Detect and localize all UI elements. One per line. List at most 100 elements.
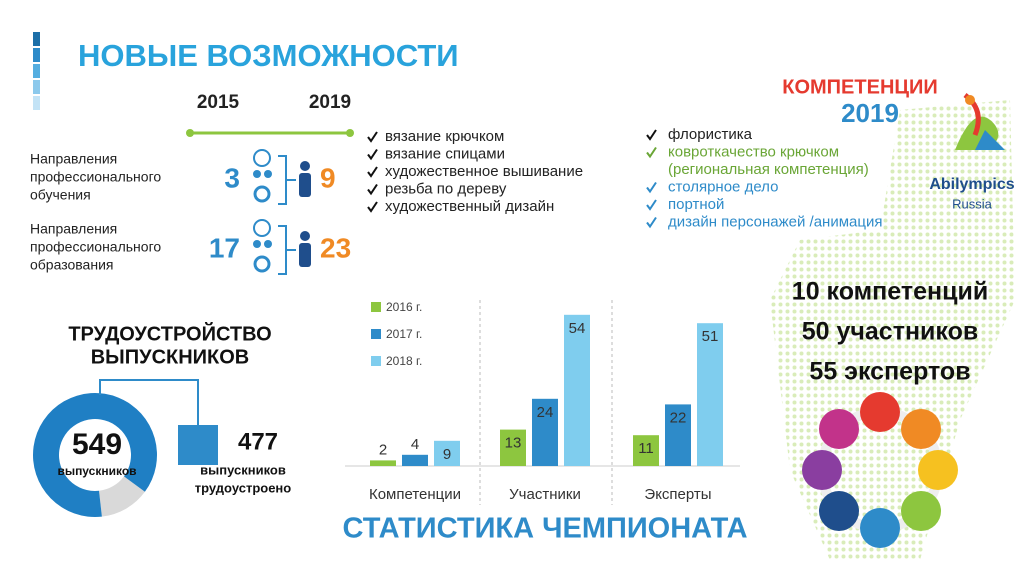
legend-label: 2016 г. [386,300,422,314]
connector [99,379,199,425]
logo [955,93,1005,150]
ring-icon [818,408,859,449]
direction-label: профессионального [30,239,161,255]
bar-value: 24 [537,404,554,421]
logo-subtext: Russia [952,196,993,211]
ring-icon [860,392,900,432]
chart-title: СТАТИСТИКА ЧЕМПИОНАТА [342,513,747,545]
checkmark [646,129,657,141]
direction-label: Направления [30,221,117,237]
employment-title: ВЫПУСКНИКОВ [91,346,250,368]
clock-icon [253,149,271,167]
person-body [299,243,311,267]
bar-value: 54 [569,320,586,337]
from-value: 3 [224,162,240,193]
bar-value: 9 [443,446,451,463]
direction-label: обучения [30,187,91,203]
bar-value: 22 [670,409,687,426]
bracket [278,155,296,205]
to-value: 23 [320,232,351,263]
bar-value: 4 [411,436,419,453]
gear-icon [253,185,271,203]
ring-icon [901,491,942,532]
bar [434,440,460,466]
bar [697,323,723,466]
checkmark [646,216,657,229]
checkmark [646,199,657,211]
checkmark [367,166,378,178]
legend-label: 2018 г. [386,354,422,368]
from-value: 17 [209,232,240,263]
category-label: Компетенции [369,486,461,503]
timeline [186,129,354,137]
employment-title: ТРУДОУСТРОЙСТВО [68,321,271,345]
bar-value: 51 [702,328,719,345]
employed-value: 477 [238,428,278,455]
ring-icon [802,450,842,490]
competency-item: портной [668,196,724,213]
people-icon [264,240,272,248]
competency-item: резьба по дереву [385,180,507,197]
donut-rest [99,476,145,517]
bar [532,398,558,466]
ring-icon [860,508,900,548]
clock-icon [253,219,271,237]
category-label: Участники [509,486,581,503]
people-icon [264,170,272,178]
legend-label: 2017 г. [386,327,422,341]
competency-item: флористика [668,126,753,143]
bracket [278,225,296,275]
employed-label: трудоустроено [195,480,292,495]
bar [402,454,428,466]
year: 2015 [197,92,240,113]
ring-icon [901,408,942,449]
direction-label: образования [30,257,113,273]
competency-item: вязание спицами [385,145,505,162]
competency-item: (региональная компетенция) [668,161,869,178]
bar-value: 13 [505,435,522,452]
stat: 10 компетенций [792,278,988,306]
donut-employed [32,392,157,517]
people-icon [253,240,261,248]
gear-icon [253,255,271,273]
checkmark [367,131,378,143]
person-body [299,173,311,197]
stat: 50 участников [802,318,979,346]
legend-swatch [371,329,381,339]
checkmark [367,148,378,161]
title-stripes [33,32,40,110]
logo-text: Abilympics [929,176,1014,193]
checkmark [367,201,378,213]
page-title: НОВЫЕ ВОЗМОЖНОСТИ [78,38,459,73]
competency-item: художественное вышивание [385,163,583,180]
legend-swatch [371,302,381,312]
competencies-year: 2019 [841,98,899,128]
bar [564,314,590,466]
checkmark [646,181,657,194]
bar-value: 11 [638,440,654,457]
people-icon [253,170,261,178]
legend-swatch [371,356,381,366]
direction-label: Направления [30,151,117,167]
bar [370,460,396,466]
total-value: 549 [72,428,122,461]
competency-item: дизайн персонажей /анимация [668,213,882,230]
total-label: выпускников [57,464,136,478]
bar [633,435,659,466]
employed-label: выпускников [200,462,286,477]
ring-icon [818,491,859,532]
competency-item: художественный дизайн [385,198,554,215]
bar [500,429,526,466]
person-head [300,231,310,241]
competencies-title: КОМПЕТЕНЦИИ [782,76,938,98]
competency-item: ковроткачество крючком [668,143,839,160]
ring-icon [918,450,958,490]
year: 2019 [309,92,351,113]
person-head [300,161,310,171]
stat: 55 экспертов [809,358,970,386]
bar [665,404,691,466]
bar-value: 2 [379,441,387,458]
checkmark [646,146,657,159]
competency-item: вязание крючком [385,128,504,145]
